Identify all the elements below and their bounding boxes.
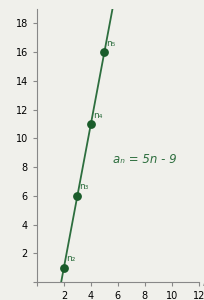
Text: n₅: n₅	[106, 39, 115, 48]
Text: n₂: n₂	[66, 254, 75, 263]
Text: n₃: n₃	[79, 182, 88, 191]
Text: n: n	[202, 275, 204, 289]
Point	[75, 194, 79, 198]
Point	[89, 122, 92, 126]
Text: aₙ = 5n - 9: aₙ = 5n - 9	[112, 153, 176, 167]
Text: n₄: n₄	[92, 111, 102, 120]
Point	[62, 265, 65, 270]
Point	[102, 50, 105, 55]
